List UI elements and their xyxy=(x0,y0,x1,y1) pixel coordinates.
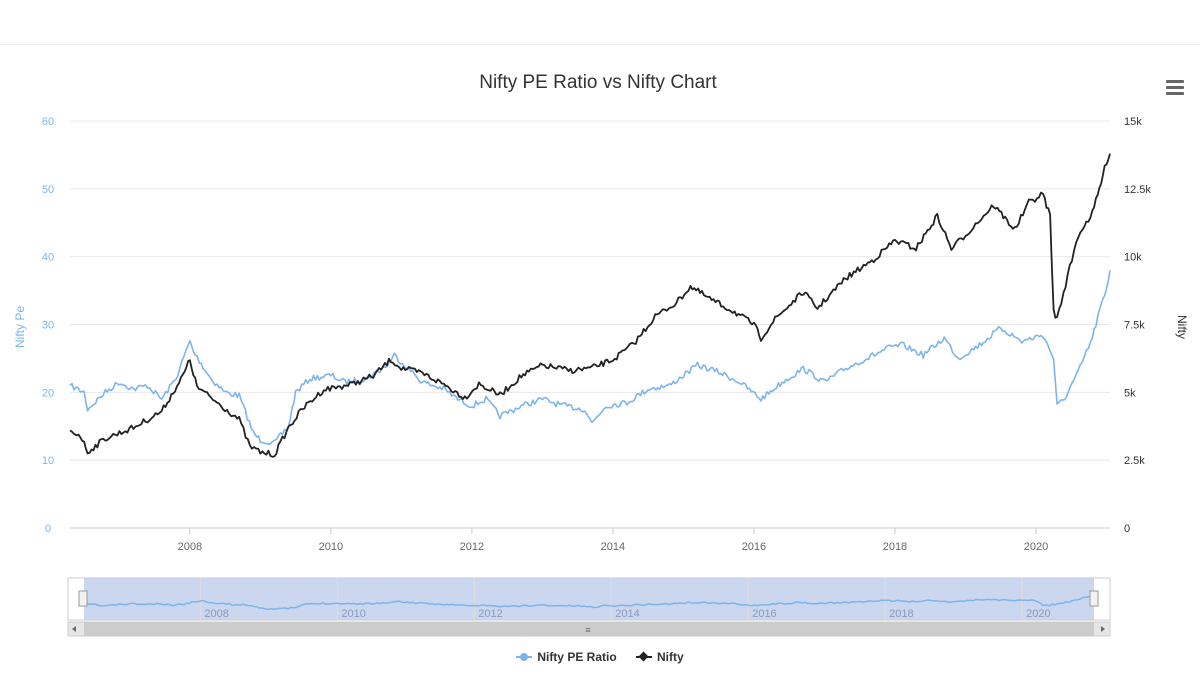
legend-item-nifty[interactable]: Nifty xyxy=(636,650,684,664)
x-tick-label: 2016 xyxy=(742,541,766,553)
legend-symbol-nifty xyxy=(636,651,652,662)
y-right-tick-label: 2.5k xyxy=(1124,455,1145,467)
navigator-tick-label: 2010 xyxy=(341,608,365,620)
y-left-tick-label: 0 xyxy=(45,523,51,535)
y-right-tick-label: 5k xyxy=(1124,387,1136,399)
navigator-tick-label: 2012 xyxy=(478,608,502,620)
x-tick-labels: 2008 2010 2012 2014 2016 2018 2020 xyxy=(178,528,1048,553)
navigator-series-line xyxy=(83,593,1095,611)
navigator-left-handle[interactable] xyxy=(78,590,88,607)
y-left-axis-label: Nifty Pe xyxy=(13,306,27,348)
navigator-tick-label: 2016 xyxy=(752,608,776,620)
navigator-tick-labels: 2008 2010 2012 2014 2016 2018 2020 xyxy=(199,578,1051,620)
series-lines xyxy=(69,153,1111,458)
y-left-tick-label: 10 xyxy=(42,455,54,467)
x-tick-label: 2018 xyxy=(883,541,907,553)
y-right-tick-labels: 0 2.5k 5k 7.5k 10k 12.5k 15k xyxy=(1124,116,1151,535)
x-tick-label: 2012 xyxy=(460,541,484,553)
y-right-tick-label: 0 xyxy=(1124,523,1130,535)
grid-lines xyxy=(70,120,1110,529)
navigator-right-handle[interactable] xyxy=(1089,590,1099,607)
y-left-tick-label: 20 xyxy=(42,387,54,399)
scroll-left-arrow-icon[interactable] xyxy=(72,626,76,632)
series-line-nifty-pe-ratio xyxy=(69,270,1111,445)
y-right-tick-label: 10k xyxy=(1124,252,1142,264)
x-tick-label: 2020 xyxy=(1024,541,1048,553)
navigator-tick-label: 2018 xyxy=(889,608,913,620)
x-tick-label: 2014 xyxy=(601,541,625,553)
scroll-right-arrow-icon[interactable] xyxy=(1101,626,1105,632)
navigator-tick-label: 2014 xyxy=(615,608,639,620)
x-tick-label: 2008 xyxy=(178,541,202,553)
y-left-tick-label: 40 xyxy=(42,252,54,264)
y-left-tick-label: 60 xyxy=(42,116,54,128)
top-divider xyxy=(0,44,1200,45)
y-right-tick-label: 15k xyxy=(1124,116,1142,128)
navigator-tick-label: 2020 xyxy=(1026,608,1050,620)
hamburger-menu-icon[interactable] xyxy=(1166,80,1184,96)
legend-item-nifty-pe-ratio[interactable]: Nifty PE Ratio xyxy=(516,650,617,664)
scrollbar-grip-icon: ≡ xyxy=(585,625,590,635)
y-right-tick-label: 12.5k xyxy=(1124,184,1151,196)
scrollbar-thumb[interactable] xyxy=(84,622,1094,636)
series-line-nifty xyxy=(69,153,1111,458)
navigator-tick-label: 2008 xyxy=(204,608,228,620)
navigator-selection[interactable] xyxy=(84,578,1094,620)
chart-title: Nifty PE Ratio vs Nifty Chart xyxy=(479,72,717,93)
y-left-tick-label: 30 xyxy=(42,320,54,332)
y-right-tick-label: 7.5k xyxy=(1124,320,1145,332)
legend-label-nifty: Nifty xyxy=(657,650,684,664)
legend: Nifty PE Ratio Nifty xyxy=(0,650,1200,665)
navigator: 2008 2010 2012 2014 2016 2018 2020 ≡ xyxy=(67,577,1111,637)
legend-symbol-nifty-pe-ratio xyxy=(516,652,533,662)
x-tick-label: 2010 xyxy=(319,541,343,553)
y-left-tick-labels: 0 10 20 30 40 50 60 xyxy=(42,116,54,535)
y-right-axis-label: Nifty xyxy=(1175,315,1189,339)
legend-label-nifty-pe-ratio: Nifty PE Ratio xyxy=(537,650,617,664)
y-left-tick-label: 50 xyxy=(42,184,54,196)
